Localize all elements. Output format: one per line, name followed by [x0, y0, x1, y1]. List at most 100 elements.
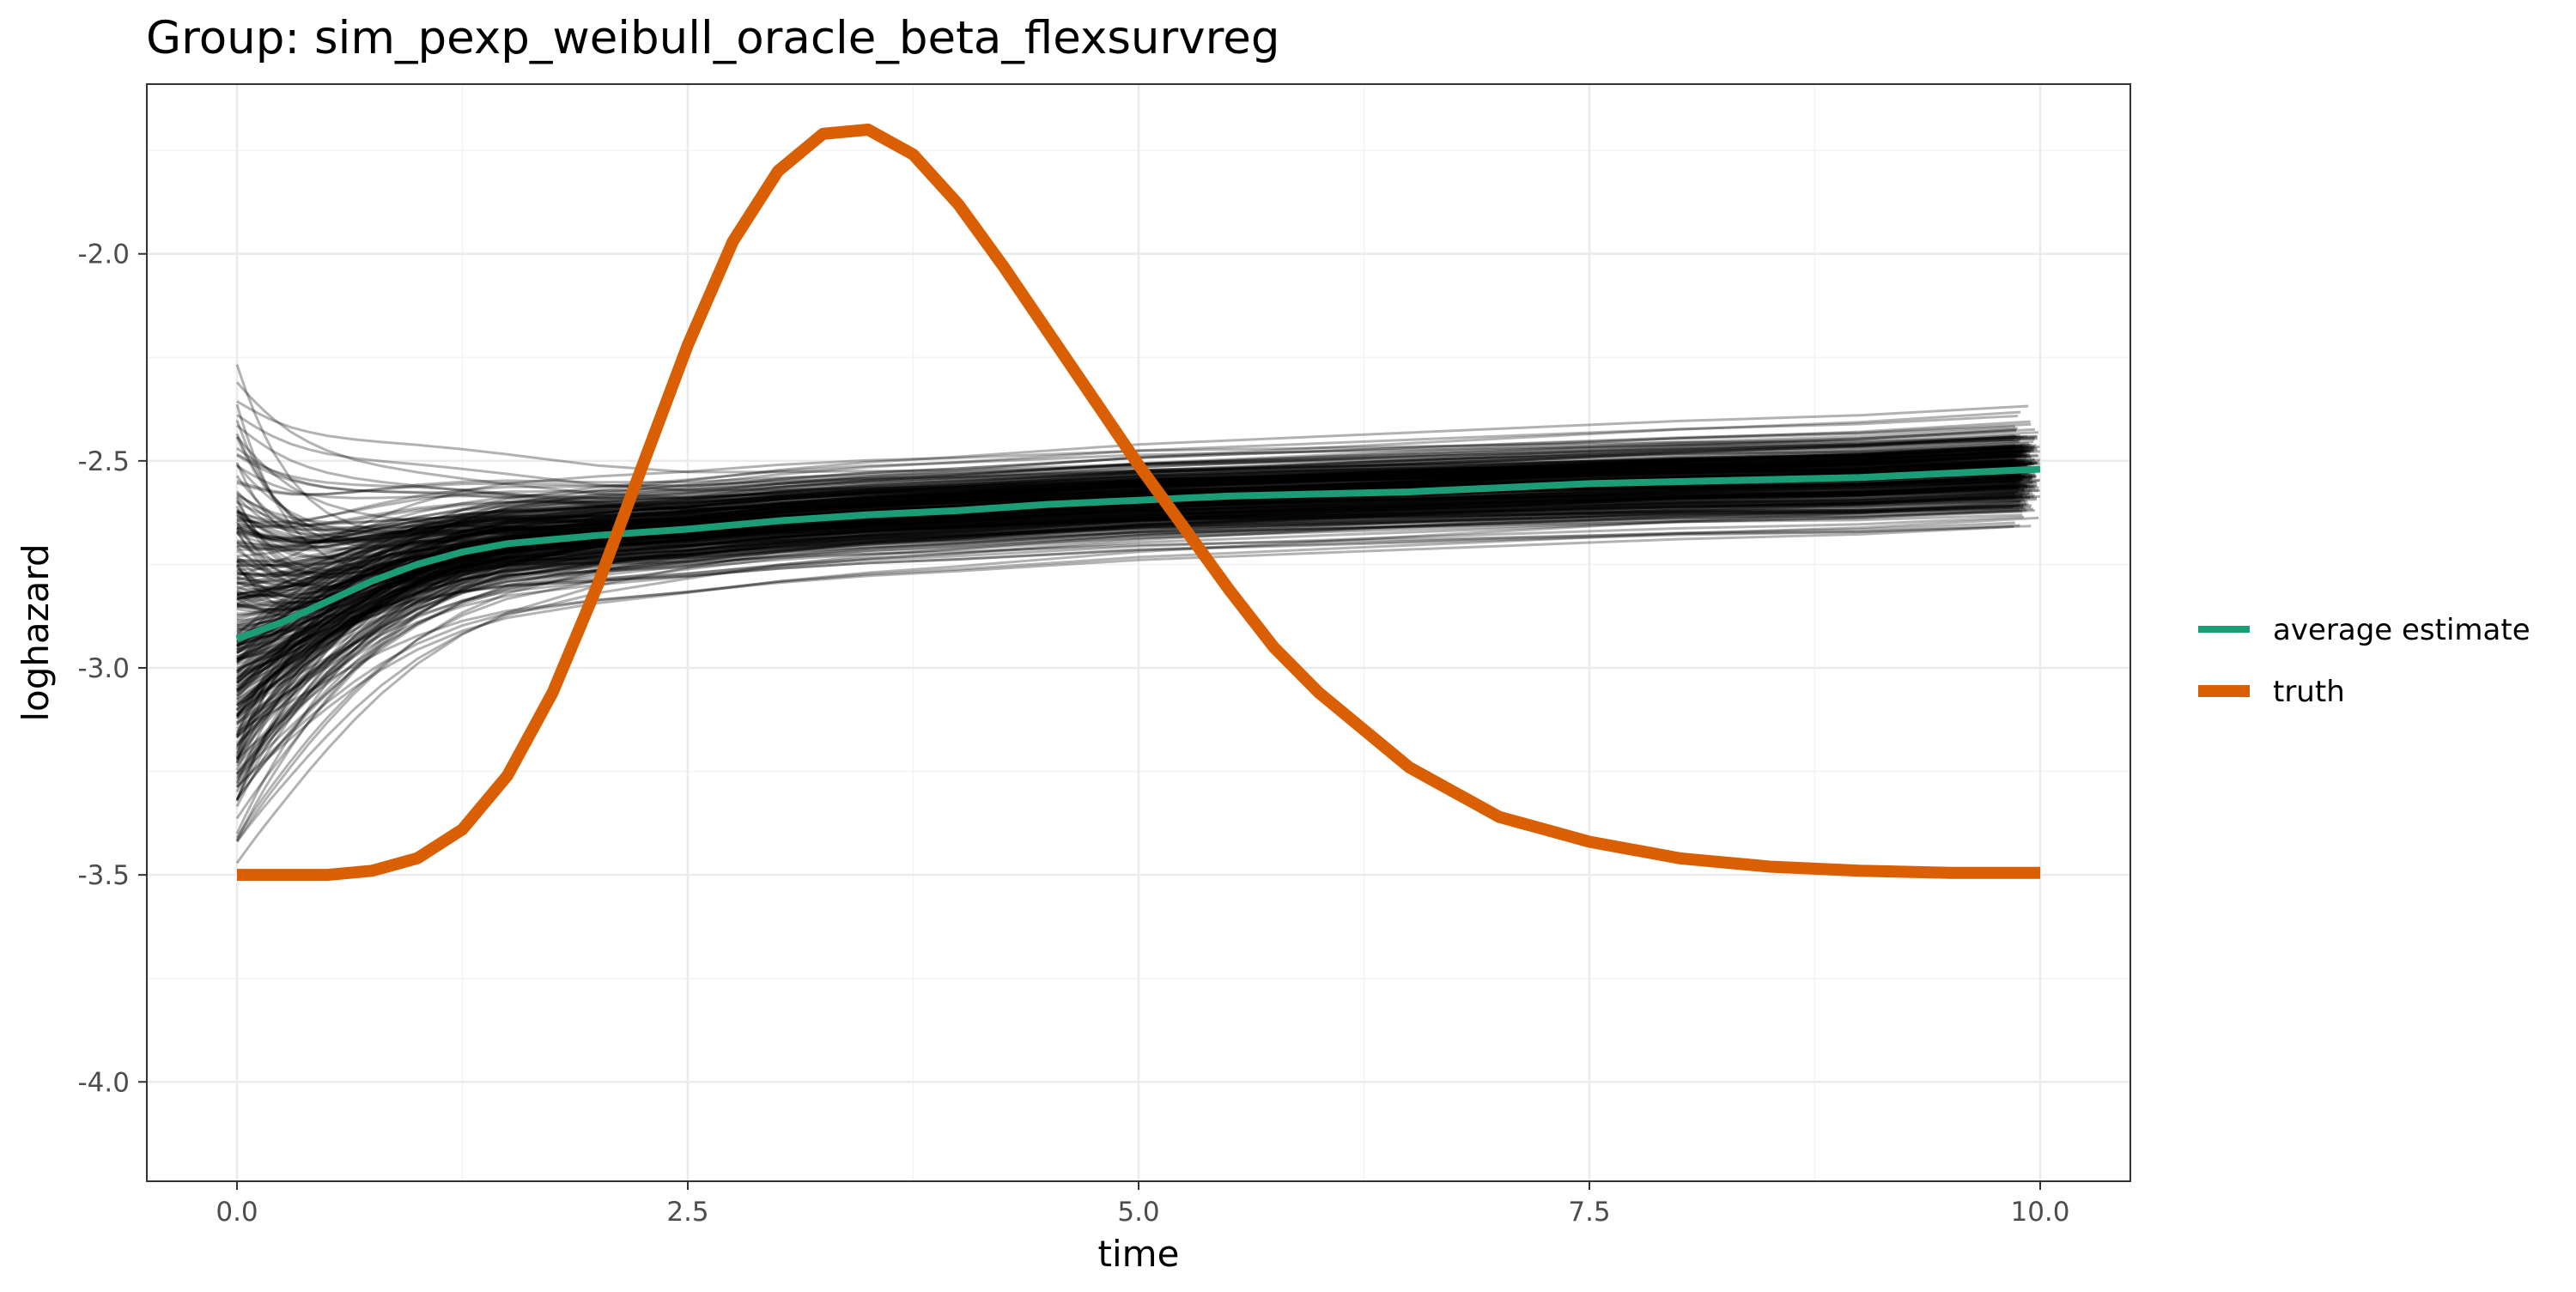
- replicate-estimate-line: [235, 506, 2014, 787]
- replicate-estimate-line: [235, 474, 2026, 755]
- replicate-estimate-line: [236, 497, 2016, 760]
- replicate-estimate-line: [236, 463, 2014, 543]
- replicate-estimate-line: [236, 434, 2038, 634]
- replicate-estimate-line: [236, 453, 2038, 717]
- x-tick-label: 5.0: [1117, 1197, 1159, 1228]
- replicate-estimate-line: [236, 485, 2021, 628]
- replicate-estimate-line: [236, 441, 2029, 621]
- replicate-estimate-line: [235, 454, 2015, 718]
- replicate-estimate-line: [237, 467, 2017, 551]
- replicate-estimate-line: [235, 482, 2026, 612]
- replicate-estimate-line: [235, 462, 2020, 771]
- replicate-estimate-line: [235, 489, 2040, 808]
- chart-title: Group: sim_pexp_weibull_oracle_beta_flex…: [146, 12, 1280, 64]
- replicate-estimate-line: [235, 403, 2031, 572]
- replicate-estimate-line: [235, 503, 2020, 839]
- x-axis: 0.0 2.5 5.0 7.5 10.0: [216, 1181, 2070, 1228]
- replicate-estimate-line: [235, 447, 2026, 761]
- replicate-estimate-line: [235, 461, 2038, 775]
- y-tick-label: -4.0: [78, 1067, 131, 1098]
- replicate-estimate-line: [236, 410, 2021, 585]
- replicate-estimate-line: [236, 461, 2025, 684]
- replicate-estimate-line: [236, 450, 2040, 607]
- replicate-estimate-line: [236, 464, 2015, 658]
- replicate-estimate-line: [236, 469, 2036, 600]
- replicate-estimate-line: [235, 463, 2020, 690]
- replicate-estimate-line: [236, 499, 2026, 725]
- replicate-estimate-line: [235, 453, 2017, 717]
- replicate-estimate-line: [236, 459, 2019, 597]
- replicate-estimate-line: [235, 434, 2015, 716]
- replicate-estimate-line: [236, 502, 2029, 678]
- replicate-estimate-line: [235, 464, 2028, 784]
- replicate-estimate-line: [236, 500, 2028, 707]
- replicate-estimate-line: [236, 467, 2023, 526]
- replicate-estimate-line: [236, 458, 2040, 590]
- replicate-estimate-line: [236, 458, 2014, 567]
- replicate-estimate-line: [235, 455, 2032, 698]
- replicate-estimate-line: [236, 422, 2032, 558]
- replicate-estimate-line: [236, 435, 2018, 500]
- replicate-estimate-line: [235, 460, 2015, 820]
- replicate-estimate-line: [236, 496, 2037, 597]
- replicate-estimate-line: [236, 431, 2039, 496]
- x-tick-label: 2.5: [666, 1197, 708, 1228]
- replicate-estimate-line: [236, 445, 2017, 547]
- x-tick-label: 7.5: [1568, 1197, 1610, 1228]
- replicate-estimate-line: [235, 481, 2036, 718]
- replicate-estimate-line: [236, 488, 2032, 619]
- replicate-estimate-line: [235, 494, 2040, 707]
- replicate-estimate-line: [236, 449, 2034, 541]
- replicate-estimate-line: [235, 461, 2032, 775]
- replicate-estimate-line: [236, 525, 2014, 732]
- replicate-estimate-line: [236, 454, 2039, 654]
- replicate-estimate-line: [235, 458, 2022, 682]
- replicate-estimate-line: [236, 445, 2035, 549]
- replicate-estimate-line: [235, 491, 2026, 767]
- replicate-estimate-line: [235, 467, 2023, 711]
- y-tick-label: -3.0: [78, 653, 131, 684]
- replicate-estimate-line: [235, 446, 2026, 691]
- replicate-estimate-line: [236, 470, 2029, 662]
- replicate-estimate-line: [235, 433, 2031, 543]
- replicate-estimate-line: [236, 440, 2019, 634]
- replicate-estimate-line: [236, 448, 2034, 602]
- replicate-estimate-line: [236, 438, 2014, 541]
- replicate-estimate-line: [236, 438, 2035, 640]
- replicate-estimate-line: [235, 494, 2024, 761]
- y-tick-label: -2.5: [78, 446, 131, 477]
- replicate-estimate-line: [236, 475, 2026, 647]
- replicate-estimate-line: [236, 460, 2026, 605]
- replicate-estimate-line: [236, 506, 2023, 663]
- replicate-estimate-line: [235, 489, 2026, 713]
- replicate-estimate-line: [235, 482, 2023, 842]
- replicate-estimate-line: [235, 443, 2030, 576]
- replicate-estimate-line: [235, 476, 2026, 734]
- replicate-estimate-line: [235, 364, 2032, 535]
- replicate-estimate-line: [236, 525, 2032, 609]
- replicate-estimate-line: [235, 475, 2037, 696]
- replicate-estimate-line: [235, 446, 2038, 750]
- replicate-estimate-line: [236, 449, 2023, 578]
- replicate-estimate-line: [235, 480, 2033, 760]
- replicate-estimate-line: [235, 454, 2027, 539]
- replicate-estimate-line: [235, 476, 2022, 760]
- replicate-estimate-line: [236, 483, 2020, 697]
- replicate-estimate-line: [236, 500, 2032, 535]
- replicate-estimate-line: [236, 484, 2038, 640]
- y-axis: -4.0 -3.5 -3.0 -2.5 -2.0: [78, 240, 147, 1098]
- replicate-estimate-line: [235, 461, 2037, 744]
- replicate-estimate-line: [236, 483, 2027, 682]
- replicate-estimate-line: [235, 473, 2021, 737]
- replicate-estimate-line: [235, 507, 2033, 591]
- replicate-estimate-line: [235, 499, 2021, 579]
- replicate-estimate-line: [236, 491, 2030, 537]
- replicate-estimate-line: [236, 478, 2023, 680]
- replicate-estimate-line: [236, 443, 2026, 660]
- replicate-estimate-line: [236, 473, 2036, 630]
- replicate-estimate-line: [235, 434, 2020, 758]
- replicate-estimate-line: [236, 510, 2023, 675]
- replicate-estimate-line: [236, 486, 2039, 702]
- replicate-estimate-line: [235, 494, 2023, 801]
- replicate-estimate-line: [235, 503, 2027, 864]
